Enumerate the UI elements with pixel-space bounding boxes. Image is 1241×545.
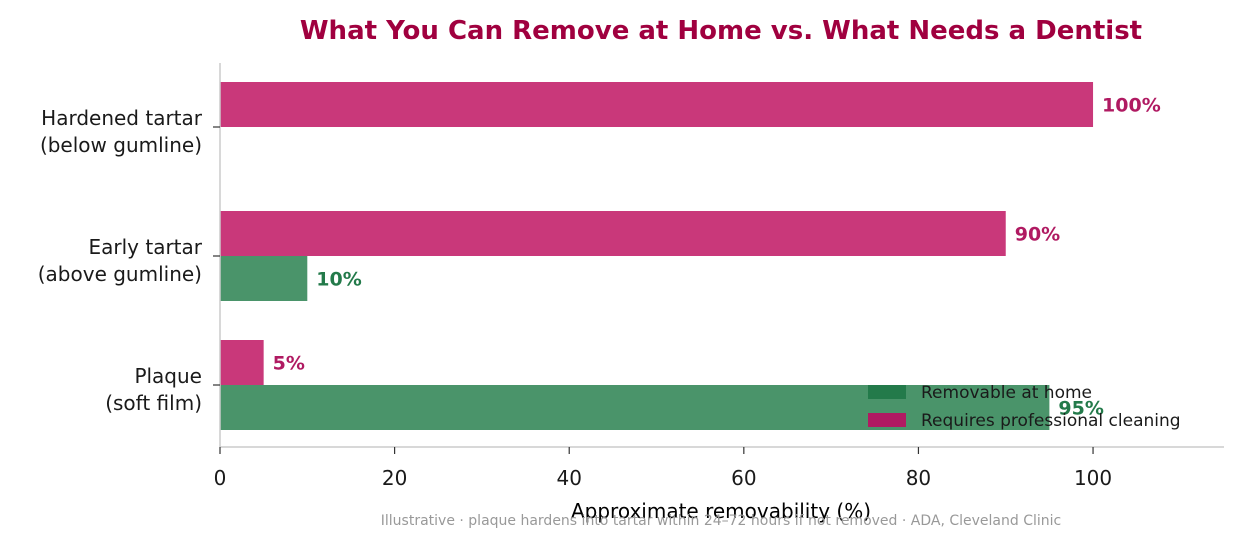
value-label-home-1: 10% <box>316 269 361 291</box>
category-label-line: Plaque <box>134 364 202 388</box>
category-label-line: (above gumline) <box>38 262 202 286</box>
legend-swatch-1 <box>868 413 906 427</box>
source-caption: Illustrative · plaque hardens into tarta… <box>381 513 1061 529</box>
legend-swatch-0 <box>868 385 906 399</box>
value-label-professional-2: 100% <box>1102 95 1161 117</box>
category-label-2: Hardened tartar (below gumline) <box>40 106 203 157</box>
category-label-line: (below gumline) <box>40 133 202 157</box>
legend-label-0: Removable at home <box>921 383 1092 403</box>
legend: Removable at home Requires professional c… <box>868 383 1181 431</box>
x-tick-label-80: 80 <box>906 466 931 490</box>
category-label-0: Plaque (soft film) <box>105 364 202 415</box>
value-label-professional-0: 5% <box>273 353 305 375</box>
x-tick-label-100: 100 <box>1074 466 1112 490</box>
axes-layer: 0 20 40 60 80 100 Plaque (soft film) Early tarta… <box>38 63 1224 490</box>
category-label-1: Early tartar (above gumline) <box>38 235 203 286</box>
x-tick-label-0: 0 <box>214 466 227 490</box>
value-label-home-0: 95% <box>1058 398 1103 420</box>
category-label-line: Hardened tartar <box>41 106 203 130</box>
bar-professional-0 <box>220 340 264 385</box>
category-label-line: Early tartar <box>88 235 202 259</box>
category-label-line: (soft film) <box>105 391 202 415</box>
bar-home-1 <box>220 256 308 301</box>
x-tick-label-40: 40 <box>556 466 581 490</box>
bar-professional-2 <box>220 82 1094 127</box>
x-axis-label: Approximate removability (%) <box>571 499 871 523</box>
value-label-professional-1: 90% <box>1015 224 1060 246</box>
bars-layer: 95% 10% 5% 90% 100% <box>220 82 1161 430</box>
bar-professional-1 <box>220 211 1006 256</box>
chart-title: What You Can Remove at Home vs. What Nee… <box>300 16 1142 46</box>
x-tick-label-20: 20 <box>382 466 407 490</box>
x-tick-label-60: 60 <box>731 466 756 490</box>
bar-home-0 <box>220 385 1050 430</box>
legend-label-1: Requires professional cleaning <box>921 411 1181 431</box>
